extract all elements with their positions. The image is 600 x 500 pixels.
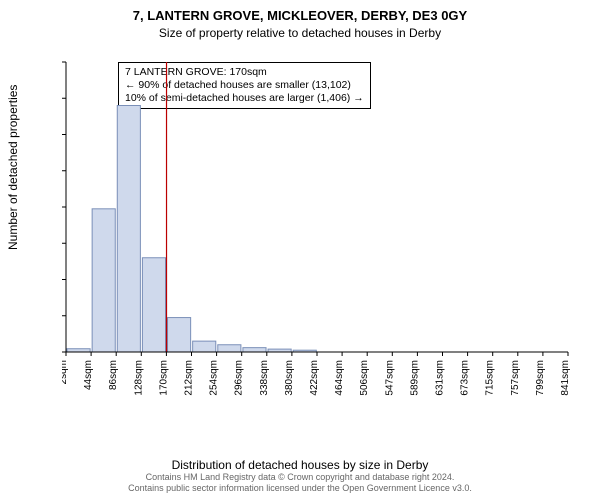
xtick-label: 506sqm: [359, 360, 370, 396]
xtick-label: 757sqm: [510, 360, 521, 396]
xtick-label: 254sqm: [209, 360, 220, 396]
xtick-label: 631sqm: [435, 360, 446, 396]
xtick-label: 799sqm: [535, 360, 546, 396]
chart-subtitle: Size of property relative to detached ho…: [0, 26, 600, 40]
histogram-bar: [243, 348, 266, 352]
histogram-bar: [142, 258, 165, 352]
credits-line2: Contains public sector information licen…: [0, 483, 600, 494]
xtick-label: 715sqm: [485, 360, 496, 396]
xtick-label: 86sqm: [108, 360, 119, 390]
plot-area: 0100020003000400050006000700080002sqm44s…: [62, 52, 572, 412]
xtick-label: 841sqm: [560, 360, 571, 396]
chart-container: 7, LANTERN GROVE, MICKLEOVER, DERBY, DE3…: [0, 0, 600, 500]
histogram-bar: [218, 345, 241, 352]
xtick-label: 212sqm: [184, 360, 195, 396]
xtick-label: 338sqm: [259, 360, 270, 396]
xtick-label: 2sqm: [62, 360, 69, 384]
histogram-bar: [117, 106, 140, 353]
xtick-label: 673sqm: [460, 360, 471, 396]
xtick-label: 44sqm: [83, 360, 94, 390]
x-axis-label: Distribution of detached houses by size …: [0, 458, 600, 472]
xtick-label: 589sqm: [409, 360, 420, 396]
xtick-label: 296sqm: [234, 360, 245, 396]
xtick-label: 170sqm: [158, 360, 169, 396]
xtick-label: 547sqm: [384, 360, 395, 396]
xtick-label: 464sqm: [334, 360, 345, 396]
credits-line1: Contains HM Land Registry data © Crown c…: [0, 472, 600, 483]
xtick-label: 128sqm: [133, 360, 144, 396]
chart-title: 7, LANTERN GROVE, MICKLEOVER, DERBY, DE3…: [0, 8, 600, 23]
credits: Contains HM Land Registry data © Crown c…: [0, 472, 600, 494]
xtick-label: 380sqm: [284, 360, 295, 396]
histogram-bar: [92, 209, 115, 352]
y-axis-label: Number of detached properties: [6, 85, 20, 250]
xtick-label: 422sqm: [309, 360, 320, 396]
histogram-bar: [193, 341, 216, 352]
chart-svg: 0100020003000400050006000700080002sqm44s…: [62, 52, 572, 412]
histogram-bar: [168, 318, 191, 352]
